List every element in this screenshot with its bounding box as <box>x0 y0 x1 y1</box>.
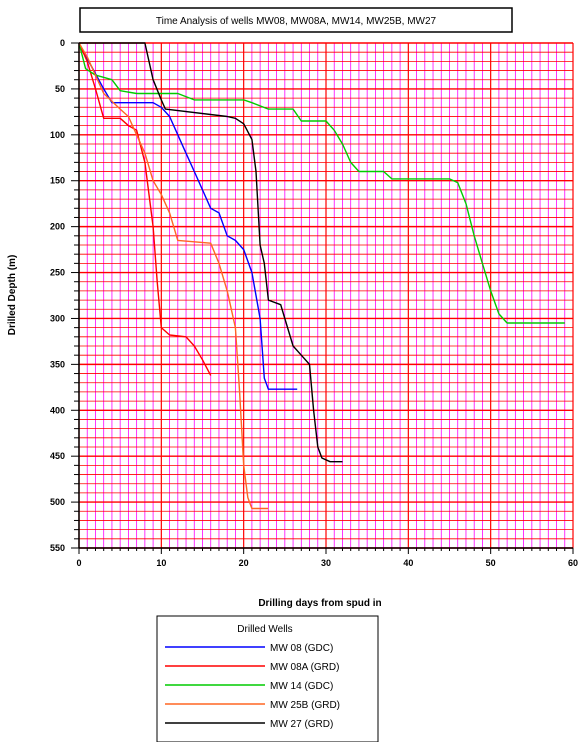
y-tick-label: 350 <box>50 359 65 369</box>
y-tick-label: 550 <box>50 543 65 553</box>
y-tick-label: 150 <box>50 176 65 186</box>
chart-title-box <box>79 7 513 33</box>
legend-box <box>156 615 379 742</box>
y-tick-label: 450 <box>50 451 65 461</box>
grid-lines <box>78 42 574 549</box>
x-tick-label: 10 <box>156 558 166 568</box>
x-tick-label: 20 <box>239 558 249 568</box>
series-line-1 <box>78 42 298 390</box>
legend: Drilled Wells MW 08 (GDC)MW 08A (GRD)MW … <box>156 615 379 742</box>
legend-label-1: MW 08 (GDC) <box>270 643 333 654</box>
x-tick-label: 40 <box>403 558 413 568</box>
series-line-2 <box>78 42 212 376</box>
tick-labels: 0 50 100 150 200 250 300 350 400 450 500 550 0 10 20 30… <box>50 38 578 568</box>
y-tick-label: 0 <box>60 38 65 48</box>
y-tick-label: 300 <box>50 313 65 323</box>
legend-title: Drilled Wells <box>237 624 292 635</box>
legend-label-5: MW 27 (GRD) <box>270 719 333 730</box>
chart-title: Time Analysis of wells MW08, MW08A, MW14… <box>156 16 437 27</box>
series-line-4 <box>78 42 269 510</box>
series-layer <box>78 42 565 510</box>
series-line-5 <box>79 42 343 463</box>
y-tick-label: 50 <box>55 84 65 94</box>
x-tick-label: 30 <box>321 558 331 568</box>
axes <box>71 42 574 554</box>
x-axis-title: Drilling days from spud in <box>258 598 381 609</box>
x-tick-label: 0 <box>76 558 81 568</box>
x-tick-label: 60 <box>568 558 578 568</box>
y-axis-title: Drilled Depth (m) <box>7 255 18 336</box>
series-line-3 <box>78 42 565 324</box>
y-tick-label: 250 <box>50 268 65 278</box>
y-tick-label: 400 <box>50 405 65 415</box>
y-tick-label: 100 <box>50 130 65 140</box>
legend-label-3: MW 14 (GDC) <box>270 681 333 692</box>
y-tick-label: 200 <box>50 222 65 232</box>
legend-label-2: MW 08A (GRD) <box>270 662 339 673</box>
legend-items: MW 08 (GDC) MW 08A (GRD) MW 14 (GDC) MW 25B… <box>165 643 340 730</box>
y-tick-label: 500 <box>50 497 65 507</box>
x-tick-label: 50 <box>486 558 496 568</box>
legend-label-4: MW 25B (GRD) <box>270 700 340 711</box>
